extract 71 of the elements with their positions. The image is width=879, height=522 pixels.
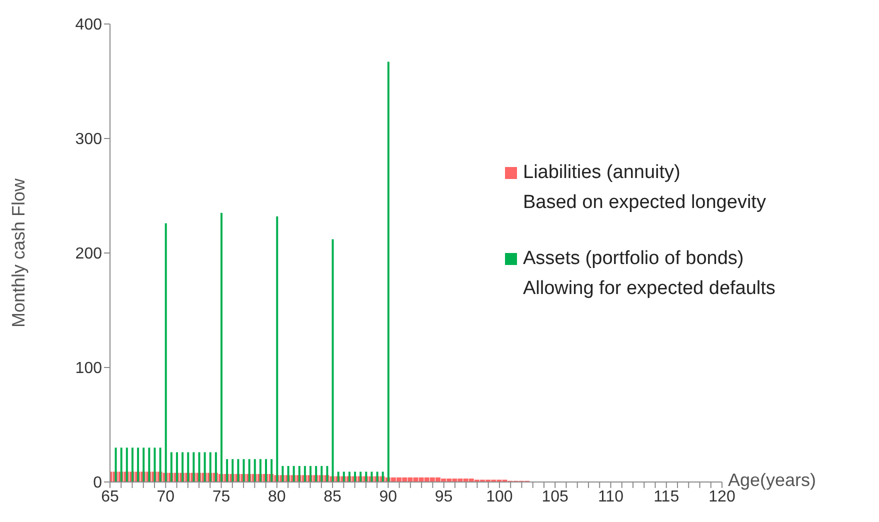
bar bbox=[337, 472, 340, 482]
bar bbox=[282, 466, 284, 482]
bar bbox=[232, 459, 234, 482]
x-tick-label: 105 bbox=[542, 488, 569, 506]
x-tick-label: 85 bbox=[324, 488, 342, 506]
bar bbox=[137, 448, 140, 482]
bar bbox=[270, 459, 273, 482]
bar bbox=[310, 466, 312, 482]
bar bbox=[126, 448, 128, 482]
y-tick-label: 0 bbox=[93, 474, 102, 492]
x-tick-label: 110 bbox=[598, 488, 624, 506]
bar bbox=[287, 466, 290, 482]
legend-label: Assets (portfolio of bonds) Allowing for expected defaults bbox=[523, 247, 776, 301]
bar bbox=[242, 459, 245, 482]
x-tick-label: 95 bbox=[434, 488, 453, 506]
x-axis-title: Age(years) bbox=[728, 470, 816, 490]
y-tick-label: 400 bbox=[75, 16, 102, 34]
bar bbox=[387, 62, 390, 482]
bar bbox=[159, 448, 162, 482]
y-tick-label: 300 bbox=[75, 131, 102, 148]
bar bbox=[354, 472, 356, 482]
bar bbox=[342, 472, 345, 482]
bar bbox=[148, 448, 150, 482]
bar bbox=[326, 466, 328, 482]
bar bbox=[376, 472, 378, 482]
bar bbox=[187, 452, 190, 482]
bar bbox=[248, 459, 250, 482]
bar bbox=[154, 448, 156, 482]
bar bbox=[114, 448, 117, 482]
x-tick-label: 65 bbox=[101, 488, 119, 506]
y-tick-label: 200 bbox=[75, 246, 102, 263]
bar bbox=[304, 466, 306, 482]
bar bbox=[259, 459, 262, 482]
bar bbox=[298, 466, 300, 482]
bar bbox=[332, 239, 334, 482]
legend-label: Liabilities (annuity) Based on expected longevity bbox=[523, 161, 766, 215]
y-axis-title: Monthly cash Flow bbox=[8, 177, 28, 328]
x-tick-label: 80 bbox=[268, 488, 286, 506]
bar bbox=[192, 452, 195, 482]
bar bbox=[214, 452, 217, 482]
bar bbox=[170, 452, 172, 482]
x-tick-label: 90 bbox=[379, 488, 398, 506]
bar bbox=[370, 472, 373, 482]
bar bbox=[320, 466, 323, 482]
x-tick-label: 70 bbox=[156, 488, 175, 506]
x-tick-label: 120 bbox=[708, 488, 736, 506]
bar bbox=[176, 452, 178, 482]
x-tick-label: 100 bbox=[486, 488, 513, 506]
bar bbox=[265, 459, 267, 482]
bar bbox=[237, 459, 240, 482]
x-tick-label: 115 bbox=[654, 488, 680, 506]
bar bbox=[226, 459, 228, 482]
bar bbox=[348, 472, 350, 482]
bar bbox=[360, 472, 362, 482]
bar bbox=[131, 448, 134, 482]
bar bbox=[365, 472, 368, 482]
bar bbox=[220, 212, 222, 482]
bar bbox=[382, 472, 384, 482]
bar bbox=[315, 466, 318, 482]
bar bbox=[120, 448, 122, 482]
bar bbox=[142, 448, 145, 482]
bar bbox=[276, 216, 278, 482]
bar bbox=[182, 452, 184, 482]
bar bbox=[164, 223, 167, 482]
bar bbox=[209, 452, 212, 482]
x-tick-label: 75 bbox=[212, 488, 230, 506]
bar bbox=[292, 466, 295, 482]
bar bbox=[198, 452, 200, 482]
bar bbox=[204, 452, 206, 482]
bar bbox=[254, 459, 256, 482]
y-tick-label: 100 bbox=[75, 360, 102, 378]
